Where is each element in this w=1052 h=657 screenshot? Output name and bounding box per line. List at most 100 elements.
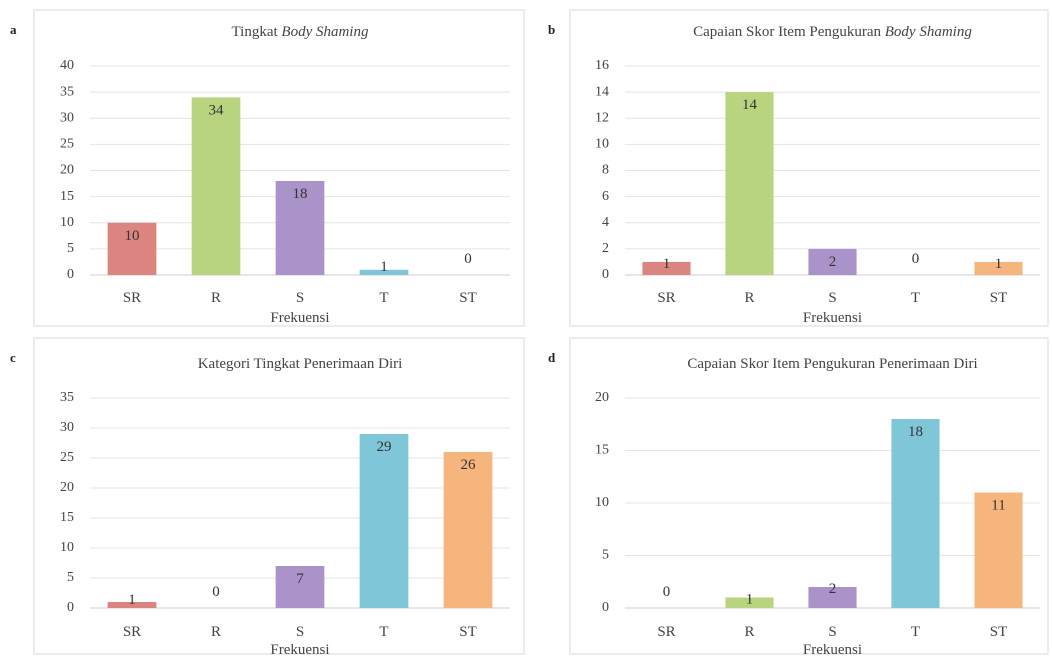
panel-letter-c: c [10,350,16,365]
y-tick-label: 5 [602,548,609,563]
y-tick-label: 10 [595,495,609,510]
chart-2: Kategori Tingkat Penerimaan Diri05101520… [33,337,525,657]
y-tick-label: 15 [60,189,74,204]
data-label: 2 [829,581,837,597]
y-tick-label: 20 [595,390,609,405]
y-tick-label: 0 [67,267,74,282]
chart-frame [33,9,525,327]
y-tick-label: 0 [602,600,609,615]
y-tick-label: 30 [60,110,74,125]
chart-title: Tingkat Body Shaming [232,24,369,40]
x-tick-label: SR [123,624,141,640]
y-tick-label: 30 [60,420,74,435]
y-tick-label: 0 [602,267,609,282]
y-tick-label: 10 [60,215,74,230]
y-tick-label: 35 [60,390,74,405]
x-tick-label: T [911,290,920,306]
data-label: 0 [464,251,472,267]
x-tick-label: SR [657,290,675,306]
chart-title-text: Kategori Tingkat Penerimaan Diri [198,356,403,372]
x-axis-label: Frekuensi [803,310,862,326]
bar-r [191,97,241,275]
x-tick-label: S [296,624,304,640]
y-tick-label: 20 [60,163,74,178]
data-label: 14 [742,97,758,113]
panel-letter-a: a [10,22,17,37]
chart-frame [569,9,1049,327]
chart-title-text: Tingkat [232,24,282,40]
data-label: 7 [296,571,304,587]
bar-s [808,587,857,608]
data-label: 10 [125,228,140,244]
chart-title: Kategori Tingkat Penerimaan Diri [198,356,403,372]
data-label: 0 [212,584,220,600]
data-label: 0 [663,584,671,600]
y-tick-label: 2 [602,241,609,256]
data-label: 1 [128,592,136,608]
data-label: 1 [995,256,1003,272]
data-label: 34 [209,102,225,118]
bar-s [275,180,325,275]
x-tick-label: R [744,624,754,640]
bar-t [359,434,409,608]
x-tick-label: R [211,290,221,306]
y-tick-label: 35 [60,84,74,99]
bar-sr [107,222,157,275]
x-tick-label: S [296,290,304,306]
y-tick-label: 5 [67,570,74,585]
y-tick-label: 0 [67,600,74,615]
chart-0: Tingkat Body Shaming051015202530354010SR… [33,9,525,327]
data-label: 0 [912,251,920,267]
data-label: 1 [380,259,388,275]
x-tick-label: R [744,290,754,306]
x-tick-label: SR [123,290,141,306]
data-label: 2 [829,254,837,270]
y-tick-label: 40 [60,58,74,73]
data-label: 1 [746,592,754,608]
x-tick-label: S [828,624,836,640]
x-tick-label: ST [990,624,1008,640]
chart-title-text: Capaian Skor Item Pengukuran [693,24,885,40]
panel-letter-b: b [548,22,556,37]
y-tick-label: 14 [595,84,609,99]
y-tick-label: 12 [595,110,609,125]
x-tick-label: S [828,290,836,306]
y-tick-label: 15 [60,510,74,525]
data-label: 11 [991,498,1005,514]
x-tick-label: T [379,290,388,306]
chart-title: Capaian Skor Item Pengukuran Body Shamin… [693,24,972,40]
data-label: 26 [461,457,477,473]
chart-title-text: Capaian Skor Item Pengukuran Penerimaan … [687,356,977,372]
bar-t [891,419,940,608]
chart-title: Capaian Skor Item Pengukuran Penerimaan … [687,356,977,372]
y-tick-label: 16 [595,58,609,73]
bar-t [359,269,409,275]
bar-r [725,92,774,275]
x-tick-label: R [211,624,221,640]
bar-s [808,248,857,275]
data-label: 18 [293,186,308,202]
y-tick-label: 10 [595,137,609,152]
chart-1: Capaian Skor Item Pengukuran Body Shamin… [569,9,1049,327]
y-tick-label: 15 [595,443,609,458]
x-tick-label: ST [459,624,477,640]
bar-st [974,492,1023,608]
y-tick-label: 25 [60,450,74,465]
y-tick-label: 5 [67,241,74,256]
panel-letter-d: d [548,350,556,365]
x-tick-label: T [379,624,388,640]
x-tick-label: SR [657,624,675,640]
x-tick-label: ST [990,290,1008,306]
y-tick-label: 20 [60,480,74,495]
bar-sr [107,602,157,608]
y-tick-label: 8 [602,163,609,178]
y-tick-label: 6 [602,189,609,204]
chart-title-italic: Body Shaming [885,24,973,40]
y-tick-label: 4 [602,215,609,230]
chart-title-italic: Body Shaming [281,24,369,40]
bar-s [275,566,325,608]
x-tick-label: ST [459,290,477,306]
chart-3: Capaian Skor Item Pengukuran Penerimaan … [569,337,1049,657]
x-tick-label: T [911,624,920,640]
